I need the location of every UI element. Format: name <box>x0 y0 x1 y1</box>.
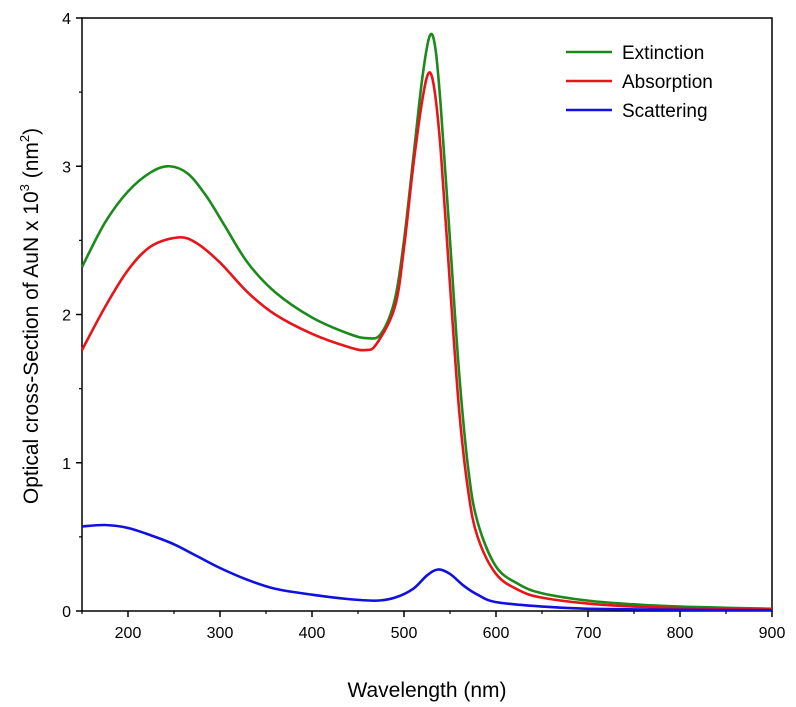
x-tick-label-300: 300 <box>207 625 234 642</box>
x-tick-label-800: 800 <box>667 625 694 642</box>
y-tick-label-3: 3 <box>62 159 71 176</box>
y-axis-title-unit-exp: 2 <box>17 135 32 142</box>
x-axis: 200 300 400 500 600 700 800 900 <box>81 611 786 642</box>
y-tick-label-1: 1 <box>62 456 71 473</box>
y-axis-title: Optical cross-Section of AuN x 103 (nm2) <box>17 128 43 504</box>
x-tick-label-900: 900 <box>759 625 786 642</box>
x-tick-label-700: 700 <box>575 625 602 642</box>
plot-area: 200 300 400 500 600 700 800 900 0 1 2 3 4 <box>62 11 785 642</box>
x-tick-label-200: 200 <box>115 625 142 642</box>
y-tick-label-2: 2 <box>62 308 71 325</box>
series-layer <box>80 32 773 612</box>
series-line-absorption <box>80 71 773 611</box>
x-tick-label-400: 400 <box>299 625 326 642</box>
series-line-extinction <box>80 32 773 611</box>
y-axis-title-prefix: Optical cross-Section of AuN x 10 <box>20 191 43 504</box>
legend-label-extinction: Extinction <box>622 43 704 64</box>
legend-label-absorption: Absorption <box>622 72 713 93</box>
series-line-scattering <box>81 523 773 612</box>
x-axis-title: Wavelength (nm) <box>347 679 506 702</box>
legend-label-scattering: Scattering <box>622 101 708 122</box>
x-tick-label-600: 600 <box>483 625 510 642</box>
y-tick-label-4: 4 <box>62 11 71 28</box>
y-axis-title-mid: (nm <box>20 142 43 184</box>
y-axis-title-exp: 3 <box>17 184 32 191</box>
legend: Extinction Absorption Scattering <box>566 43 713 122</box>
y-axis: 0 1 2 3 4 <box>62 11 82 621</box>
y-axis-title-suffix: ) <box>20 128 43 135</box>
x-tick-label-500: 500 <box>391 625 418 642</box>
y-tick-label-0: 0 <box>62 604 71 621</box>
